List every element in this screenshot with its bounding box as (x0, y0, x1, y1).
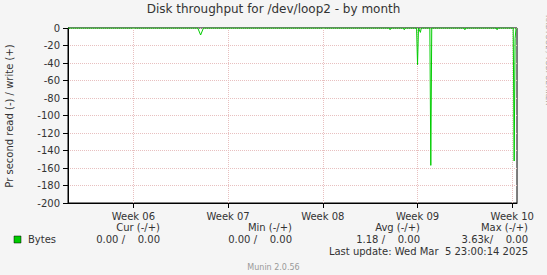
svg-text:-100: -100 (37, 110, 60, 121)
svg-text:Week 10: Week 10 (491, 211, 534, 222)
svg-text:-160: -160 (37, 163, 60, 174)
svg-text:Week 08: Week 08 (301, 211, 344, 222)
svg-text:Max (-/+): Max (-/+) (481, 222, 528, 233)
svg-text:Cur (-/+): Cur (-/+) (116, 222, 160, 233)
svg-text:Bytes: Bytes (28, 234, 56, 245)
svg-text:-80: -80 (44, 93, 60, 104)
svg-text:Munin 2.0.56: Munin 2.0.56 (247, 263, 299, 272)
svg-text:-140: -140 (37, 145, 60, 156)
svg-text:Week 06: Week 06 (112, 211, 155, 222)
svg-text:-180: -180 (37, 180, 60, 191)
svg-text:Avg (-/+): Avg (-/+) (375, 222, 420, 233)
svg-text:-120: -120 (37, 128, 60, 139)
svg-text:0.00 / 0.00: 0.00 / 0.00 (228, 234, 292, 245)
svg-text:0: 0 (54, 23, 60, 34)
svg-text:-20: -20 (44, 40, 60, 51)
svg-text:1.18 / 0.00: 1.18 / 0.00 (356, 234, 420, 245)
svg-text:Week 07: Week 07 (206, 211, 249, 222)
svg-text:Last update: Wed Mar 5 23:00:: Last update: Wed Mar 5 23:00:14 2025 (329, 246, 528, 257)
svg-text:-40: -40 (44, 58, 60, 69)
svg-text:-60: -60 (44, 75, 60, 86)
svg-text:Pr second read (-) / write (+): Pr second read (-) / write (+) (4, 44, 15, 187)
svg-text:Min (-/+): Min (-/+) (248, 222, 292, 233)
svg-text:RRDTOOL / TOBI OETIKER: RRDTOOL / TOBI OETIKER (544, 15, 547, 105)
svg-text:3.63k/ 0.00: 3.63k/ 0.00 (462, 234, 528, 245)
svg-text:-200: -200 (37, 198, 60, 209)
svg-text:Week 09: Week 09 (396, 211, 439, 222)
svg-text:Disk throughput for /dev/loop2: Disk throughput for /dev/loop2 - by mont… (147, 2, 401, 16)
svg-text:0.00 / 0.00: 0.00 / 0.00 (96, 234, 160, 245)
